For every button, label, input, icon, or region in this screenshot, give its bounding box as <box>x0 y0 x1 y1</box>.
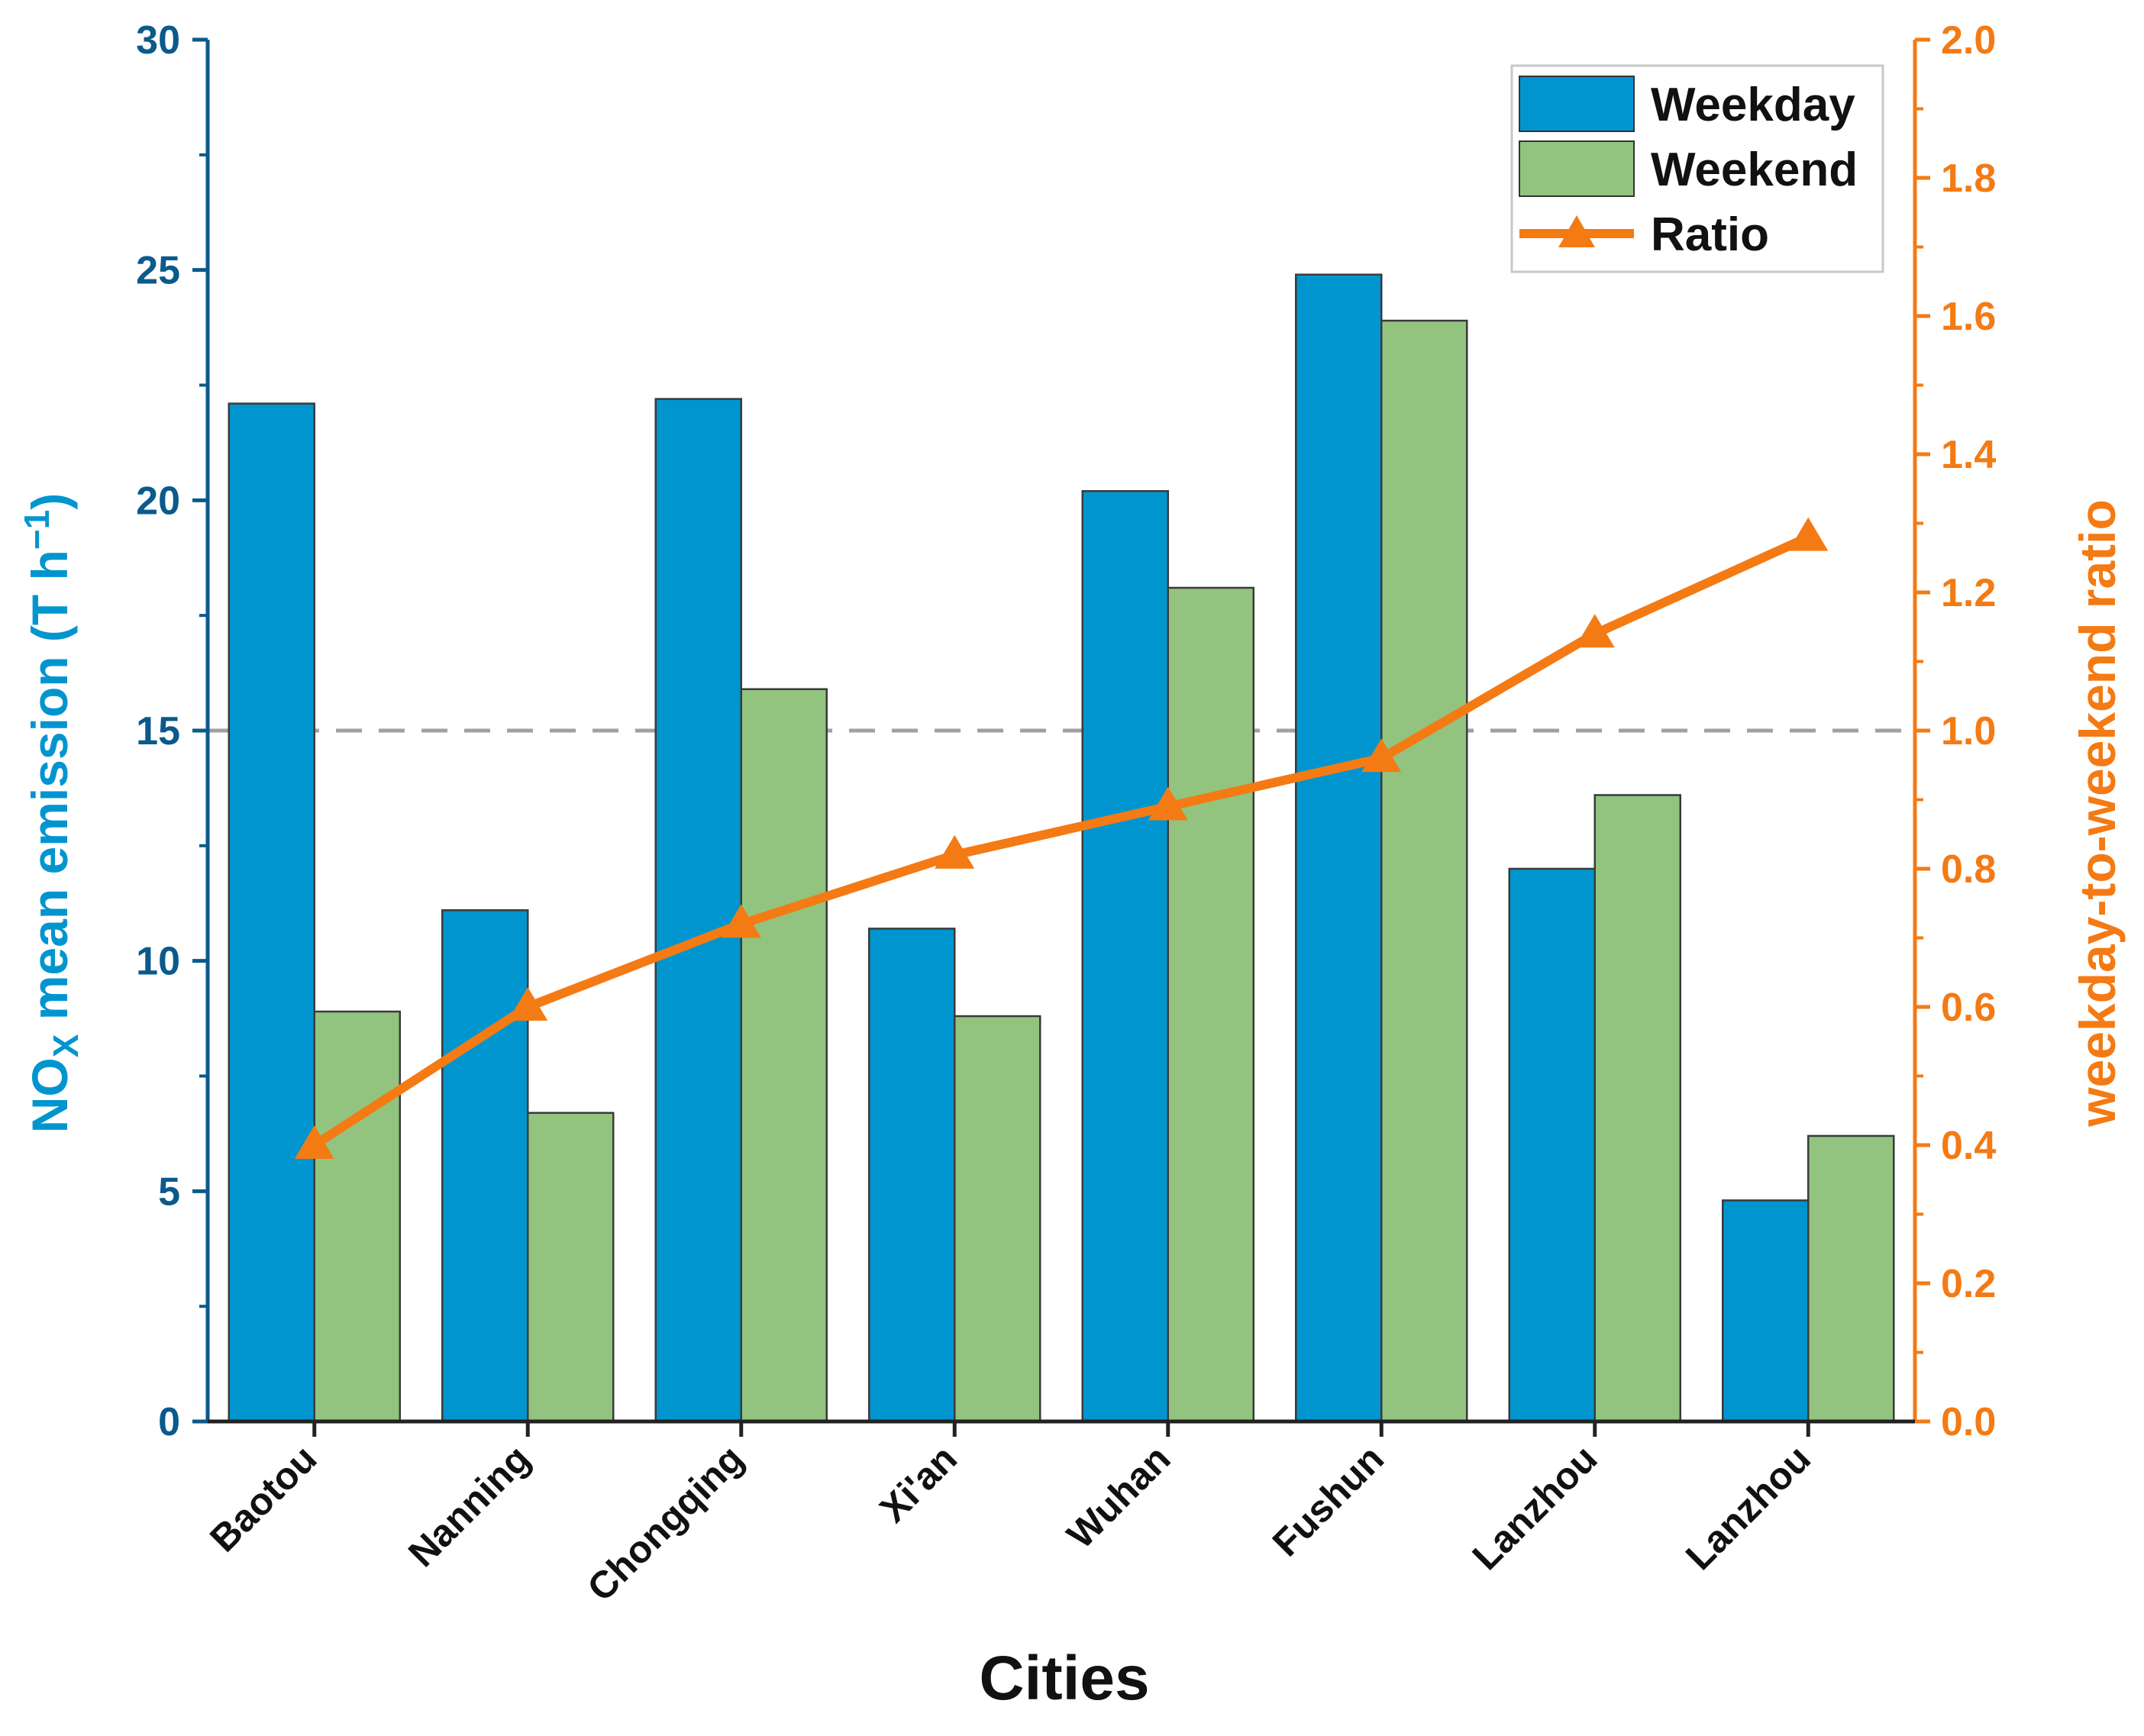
bar-weekday-7 <box>1722 1199 1810 1423</box>
y2-tick-label-4: 0.8 <box>1941 847 1996 892</box>
ratio-line <box>312 533 1810 1150</box>
x-tick-label-0: Baotou <box>202 1437 325 1560</box>
x-tick-label-5: Fushun <box>1264 1437 1392 1564</box>
y2-tick-label-10: 2.0 <box>1941 18 1996 63</box>
y2-tick-label-0: 0.0 <box>1941 1400 1996 1444</box>
y-axis-title-sub: X <box>46 1034 86 1057</box>
y2-axis-title: weekday-to-weekend ratio <box>2069 499 2126 1128</box>
ratio-point-6 <box>1574 614 1615 648</box>
y-axis-title-sup: −1 <box>17 510 57 550</box>
bar-weekday-4 <box>1081 490 1169 1423</box>
bar-weekend-6 <box>1593 794 1681 1423</box>
ratio-point-2 <box>721 904 761 938</box>
bars-layer <box>228 273 1895 1423</box>
y-axis-title-close: ) <box>21 493 78 510</box>
y2-tick-label-3: 0.6 <box>1941 986 1996 1030</box>
y2-tick-label-2: 0.4 <box>1941 1124 1996 1168</box>
legend-swatch-weekend <box>1519 140 1635 197</box>
bar-weekend-1 <box>527 1112 615 1423</box>
bar-weekend-7 <box>1807 1134 1895 1423</box>
x-tick-label-3: Xi'an <box>871 1437 965 1531</box>
legend-swatch-weekday <box>1519 76 1635 132</box>
y2-tick-label-9: 1.8 <box>1941 156 1996 201</box>
legend-marker-ratio <box>1558 215 1595 247</box>
y-axis-title-rest: mean emission (T h <box>21 550 78 1034</box>
ratio-point-3 <box>935 834 975 869</box>
y-tick-label-5: 25 <box>136 249 180 293</box>
x-tick-label-1: Nanning <box>400 1437 538 1575</box>
bar-weekend-0 <box>313 1010 401 1423</box>
ratio-point-7 <box>1788 517 1829 551</box>
ratio-line-layer <box>294 517 1829 1159</box>
y-tick-label-1: 5 <box>158 1170 180 1214</box>
legend-label-weekday: Weekday <box>1651 79 1855 131</box>
x-axis-title: Cities <box>979 1644 1149 1713</box>
bar-weekday-0 <box>228 402 315 1423</box>
y2-tick-label-8: 1.6 <box>1941 295 1996 339</box>
legend-label-ratio: Ratio <box>1651 208 1769 261</box>
y-tick-label-3: 15 <box>136 709 180 753</box>
y-axis-title-main: NO <box>21 1057 78 1133</box>
bar-weekday-2 <box>654 398 742 1423</box>
y-tick-label-0: 0 <box>158 1400 180 1444</box>
bar-weekend-3 <box>954 1015 1041 1423</box>
x-tick-label-4: Wuhan <box>1059 1437 1179 1557</box>
bar-weekend-5 <box>1380 319 1468 1423</box>
bar-weekend-2 <box>740 688 828 1423</box>
y-axis-title: NOX mean emission (T h−1) <box>17 493 86 1134</box>
y2-tick-label-1: 0.2 <box>1941 1262 1996 1306</box>
y2-tick-label-6: 1.2 <box>1941 571 1996 615</box>
ratio-point-0 <box>294 1125 334 1159</box>
y-tick-label-2: 10 <box>136 940 180 984</box>
bar-weekday-1 <box>441 909 529 1423</box>
legend: Weekday Weekend Ratio <box>1510 64 1884 273</box>
bar-weekday-6 <box>1508 867 1596 1423</box>
y2-tick-label-7: 1.4 <box>1941 433 1996 477</box>
legend-label-weekend: Weekend <box>1651 144 1858 196</box>
bar-weekend-4 <box>1167 586 1254 1423</box>
bar-weekday-3 <box>868 928 956 1423</box>
x-tick-label-6: Lanzhou <box>1464 1437 1606 1578</box>
y-tick-label-6: 30 <box>136 18 180 63</box>
x-tick-label-7: Lanzhou <box>1677 1437 1819 1578</box>
bar-weekday-5 <box>1295 273 1383 1423</box>
x-tick-label-2: Chongqing <box>579 1437 751 1609</box>
ratio-point-4 <box>1148 786 1188 821</box>
y-tick-label-4: 20 <box>136 479 180 523</box>
y2-tick-label-5: 1.0 <box>1941 709 1996 753</box>
ratio-point-1 <box>508 987 548 1021</box>
ratio-point-5 <box>1361 738 1402 773</box>
